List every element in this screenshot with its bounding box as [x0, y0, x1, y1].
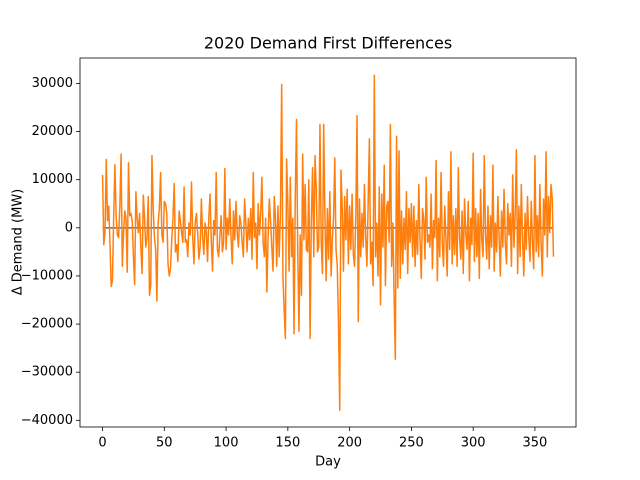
- x-tick-label: 300: [461, 436, 486, 451]
- x-tick-label: 350: [523, 436, 548, 451]
- x-tick-label: 250: [399, 436, 424, 451]
- y-tick-label: 30000: [32, 76, 73, 91]
- y-tick-label: 20000: [32, 124, 73, 139]
- y-tick-label: −10000: [21, 268, 73, 283]
- x-tick-label: 100: [214, 436, 239, 451]
- x-tick-label: 150: [275, 436, 300, 451]
- y-tick-label: 0: [65, 220, 73, 235]
- x-axis-label: Day: [315, 455, 341, 470]
- x-tick-label: 200: [337, 436, 362, 451]
- y-tick-label: 10000: [32, 172, 73, 187]
- x-tick-label: 50: [156, 436, 173, 451]
- y-tick-label: −40000: [21, 413, 73, 428]
- chart-title: 2020 Demand First Differences: [204, 34, 452, 53]
- x-tick-label: 0: [98, 436, 106, 451]
- y-tick-label: −30000: [21, 365, 73, 380]
- plot-frame: [79, 57, 577, 428]
- y-tick-label: −20000: [21, 317, 73, 332]
- y-axis-label: Δ Demand (MW): [11, 189, 26, 296]
- data-line: [101, 74, 555, 411]
